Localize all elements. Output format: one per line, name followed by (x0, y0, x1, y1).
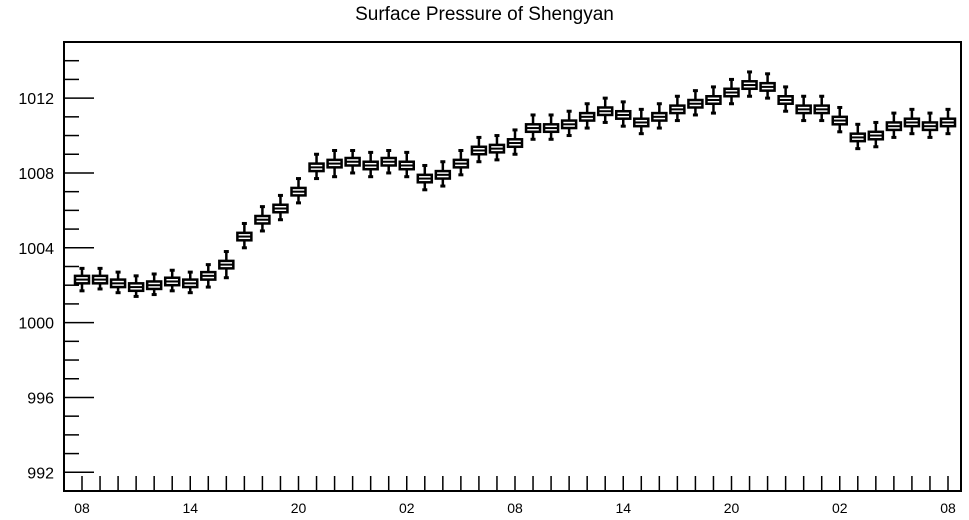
box-item (542, 113, 560, 141)
box-item (398, 150, 415, 179)
box-item (290, 177, 307, 205)
box-item (687, 89, 704, 117)
box-item (921, 111, 939, 139)
x-tick-label: 20 (724, 500, 740, 516)
box-item (831, 105, 848, 134)
box-item (885, 111, 903, 139)
x-tick-label: 02 (832, 500, 848, 516)
box-item (380, 149, 397, 175)
box-item (109, 270, 127, 295)
box-item (73, 266, 91, 293)
box-item (939, 107, 957, 136)
box-item (145, 272, 163, 297)
box-item (741, 70, 758, 98)
box-item (182, 270, 199, 295)
box-item (344, 149, 361, 175)
x-axis: 08 14 20 02 08 14 20 02 08 (74, 476, 956, 516)
box-item (596, 96, 614, 124)
box-item (91, 266, 109, 291)
box-item (867, 120, 885, 149)
y-tick-label: 1008 (18, 166, 54, 183)
box-item (362, 150, 379, 179)
box-item (308, 152, 325, 181)
box-item (813, 94, 830, 123)
y-tick-label: 992 (27, 465, 54, 482)
box-item (416, 163, 434, 192)
y-tick-label: 1004 (18, 241, 54, 258)
chart-title: Surface Pressure of Shengyan (355, 4, 614, 25)
box-item (669, 94, 686, 123)
box-item (488, 134, 506, 162)
box-series (73, 70, 957, 298)
box-item (705, 85, 722, 115)
x-tick-label: 20 (291, 500, 307, 516)
y-tick-label: 1000 (18, 316, 54, 333)
y-tick-label: 996 (27, 390, 54, 407)
box-item (777, 85, 794, 113)
box-item (723, 77, 740, 106)
box-item (849, 122, 867, 151)
box-item (759, 72, 776, 100)
box-item (452, 149, 470, 177)
box-item (615, 100, 632, 128)
box-item (326, 149, 343, 179)
box-item (163, 268, 181, 293)
box-item (127, 274, 145, 298)
box-item (524, 113, 542, 141)
box-item (218, 250, 235, 280)
box-item (651, 102, 668, 130)
box-item (200, 263, 217, 289)
x-tick-label: 02 (399, 500, 415, 516)
box-item (560, 109, 578, 138)
x-tick-label: 08 (507, 500, 523, 516)
box-item (470, 135, 488, 164)
box-item (434, 160, 452, 188)
box-item (578, 102, 596, 130)
x-tick-label: 08 (940, 500, 956, 516)
x-tick-label: 14 (182, 500, 198, 516)
box-item (795, 94, 812, 123)
box-item (254, 205, 271, 233)
y-axis: 992 996 1000 1004 1008 1012 (18, 41, 94, 492)
y-tick-label: 1012 (18, 91, 54, 108)
x-tick-label: 08 (74, 500, 90, 516)
box-item (903, 107, 921, 136)
box-item (633, 107, 650, 136)
x-tick-label: 14 (615, 500, 631, 516)
box-item (236, 221, 253, 250)
box-item (506, 128, 524, 156)
box-item (272, 193, 289, 222)
